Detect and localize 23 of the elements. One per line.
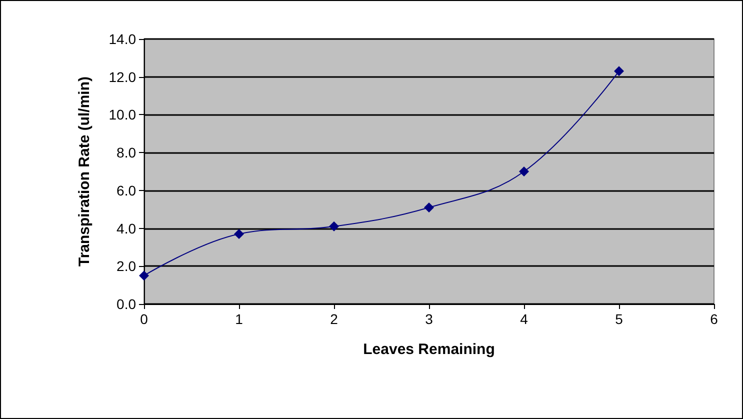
x-tick-label: 5 (615, 311, 624, 327)
y-tick-label: 4.0 (116, 220, 136, 236)
y-tick-label: 14.0 (108, 31, 136, 47)
y-axis-title: Transpiration Rate (ul/min) (76, 76, 93, 267)
y-tick-label: 10.0 (108, 106, 136, 123)
point (519, 166, 529, 176)
point (424, 202, 434, 212)
point (614, 66, 624, 76)
x-tick-label: 0 (140, 311, 148, 327)
y-tick-label: 2.0 (116, 258, 136, 274)
point (234, 228, 244, 239)
x-tick-label: 6 (710, 311, 718, 327)
point (139, 270, 149, 281)
y-tick-label: 12.0 (108, 68, 136, 85)
x-tick-label: 3 (425, 311, 434, 327)
x-tick-label: 1 (235, 311, 244, 327)
point (329, 221, 339, 232)
x-tick-label: 4 (520, 311, 528, 327)
x-axis-title: Leaves Remaining (363, 341, 495, 358)
y-tick-label: 8.0 (116, 144, 136, 161)
x-tick-label: 2 (330, 311, 338, 327)
y-tick-label: 0.0 (116, 296, 136, 312)
y-tick-label: 6.0 (116, 182, 136, 198)
